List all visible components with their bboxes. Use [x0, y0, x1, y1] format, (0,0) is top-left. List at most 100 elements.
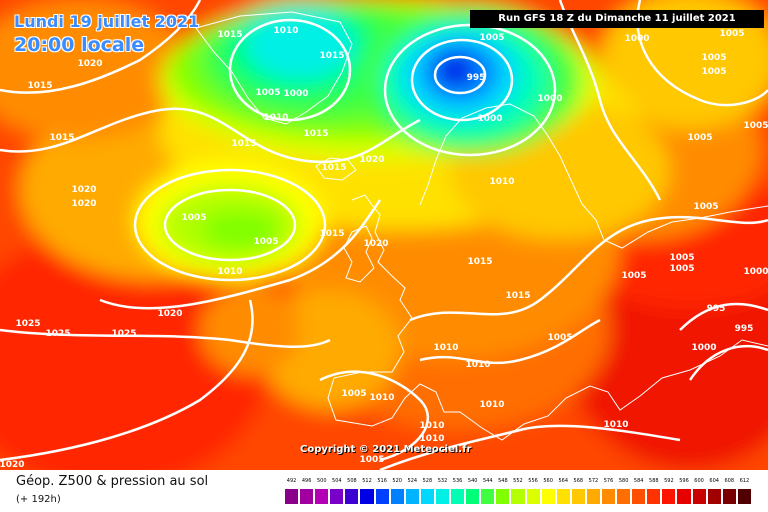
color-scale-tick: 608: [724, 478, 735, 484]
color-scale-step: 520: [390, 478, 405, 504]
color-scale-step: 560: [541, 478, 556, 504]
color-scale-swatch: [300, 489, 314, 504]
color-scale-tick: 492: [286, 478, 297, 484]
color-scale-tick: 604: [709, 478, 719, 484]
color-scale-step: 564: [556, 478, 571, 504]
color-scale-tick: 520: [392, 478, 402, 484]
color-scale-swatch: [511, 489, 525, 504]
isobar-label: 1005: [547, 333, 572, 343]
color-scale-swatch: [617, 489, 631, 504]
color-scale-swatch: [345, 489, 359, 504]
color-scale-tick: 572: [588, 478, 599, 484]
isobar-label: 1010: [465, 360, 490, 370]
color-scale-step: 548: [495, 478, 510, 504]
isobar-label: 1005: [693, 202, 718, 212]
color-scale-tick: 580: [618, 478, 629, 484]
color-scale-swatch: [360, 489, 374, 504]
isobar-label: 1015: [467, 257, 492, 267]
color-scale-step: 572: [586, 478, 601, 504]
isobar-label: 1000: [537, 94, 562, 104]
isobar-label: 1005: [701, 53, 726, 63]
color-scale-swatch: [722, 489, 736, 504]
isobar-label: 1015: [319, 229, 344, 239]
isobar-label: 1000: [743, 267, 768, 277]
color-scale-swatch: [677, 489, 691, 504]
isobar-label: 1010: [433, 343, 458, 353]
isobar-label: 995: [735, 324, 754, 334]
color-scale-step: 532: [435, 478, 450, 504]
color-scale-step: 492: [284, 478, 299, 504]
color-scale-swatch: [466, 489, 480, 504]
color-scale-swatch: [390, 489, 404, 504]
color-scale-swatch: [420, 489, 434, 504]
footer-panel: Géop. Z500 & pression au sol (+ 192h) 49…: [0, 470, 768, 512]
isobar-label: 1020: [71, 185, 96, 195]
isobar-label: 1015: [505, 291, 530, 301]
color-scale-swatch: [662, 489, 676, 504]
color-scale-step: 576: [601, 478, 616, 504]
color-scale-tick: 576: [603, 478, 614, 484]
color-scale-tick: 564: [558, 478, 568, 484]
color-scale-step: 496: [299, 478, 314, 504]
color-scale-tick: 560: [543, 478, 553, 484]
isobar-label: 1005: [687, 133, 712, 143]
copyright-notice: Copyright © 2021 Meteociel.fr: [300, 444, 472, 455]
isobar-label: 1020: [157, 309, 182, 319]
color-scale-swatch: [405, 489, 419, 504]
color-scale-swatch: [707, 489, 721, 504]
color-scale-tick: 532: [437, 478, 448, 484]
isobar-label: 1010: [479, 400, 504, 410]
color-scale-tick: 584: [633, 478, 644, 484]
isobar-label: 1010: [419, 434, 444, 444]
isobar-label: 1010: [603, 420, 628, 430]
coastline-iceland: [315, 157, 357, 181]
isobar-label: 1010: [419, 421, 444, 431]
color-scale-tick: 568: [573, 478, 584, 484]
color-scale-swatch: [285, 489, 299, 504]
isobar-label: 1000: [477, 114, 502, 124]
isobar-label: 1005: [669, 264, 694, 274]
isobar-label: 1015: [217, 30, 242, 40]
color-scale-tick: 596: [679, 478, 689, 484]
coastline-greenland: [195, 11, 353, 125]
isobar-label: 1010: [273, 26, 298, 36]
isobar-label: 1000: [283, 89, 308, 99]
color-scale-step: 536: [450, 478, 465, 504]
color-scale-swatch: [451, 489, 465, 504]
isobar-label: 1010: [369, 393, 394, 403]
isobar-label: 1005: [719, 29, 744, 39]
color-scale-step: 552: [510, 478, 525, 504]
isobar-label: 1020: [77, 59, 102, 69]
color-scale-tick: 500: [316, 478, 327, 484]
color-scale-tick: 524: [407, 478, 418, 484]
color-scale-legend: 492 496 500 504 508 512 516 520 524 528 532 536 540 5…: [284, 478, 752, 504]
color-scale-step: 612: [737, 478, 752, 504]
isobars: [0, 0, 768, 470]
color-scale-step: 504: [329, 478, 344, 504]
color-scale-tick: 512: [362, 478, 372, 484]
isobar-label: 1005: [743, 121, 768, 131]
color-scale-tick: 508: [347, 478, 357, 484]
color-scale-step: 596: [676, 478, 691, 504]
color-scale-swatch: [526, 489, 540, 504]
color-scale-step: 584: [631, 478, 646, 504]
color-scale-swatch: [586, 489, 600, 504]
isobar-label: 1010: [263, 113, 288, 123]
color-scale-step: 540: [465, 478, 480, 504]
color-scale-step: 604: [707, 478, 722, 504]
isobar-label: 1005: [253, 237, 278, 247]
color-scale-tick: 612: [739, 478, 750, 484]
color-scale-swatch: [330, 489, 344, 504]
color-scale-step: 512: [359, 478, 374, 504]
color-scale-swatch: [647, 489, 661, 504]
color-scale-tick: 556: [528, 478, 538, 484]
isobar-label: 1015: [321, 163, 346, 173]
color-scale-tick: 496: [301, 478, 312, 484]
color-scale-tick: 544: [482, 478, 493, 484]
color-scale-swatch: [435, 489, 450, 504]
isobar-label: 1015: [27, 81, 52, 91]
isobar-label: 1005: [479, 33, 504, 43]
color-scale-swatch: [496, 489, 510, 504]
isobar-label: 1020: [363, 239, 388, 249]
color-scale-swatch: [541, 489, 555, 504]
